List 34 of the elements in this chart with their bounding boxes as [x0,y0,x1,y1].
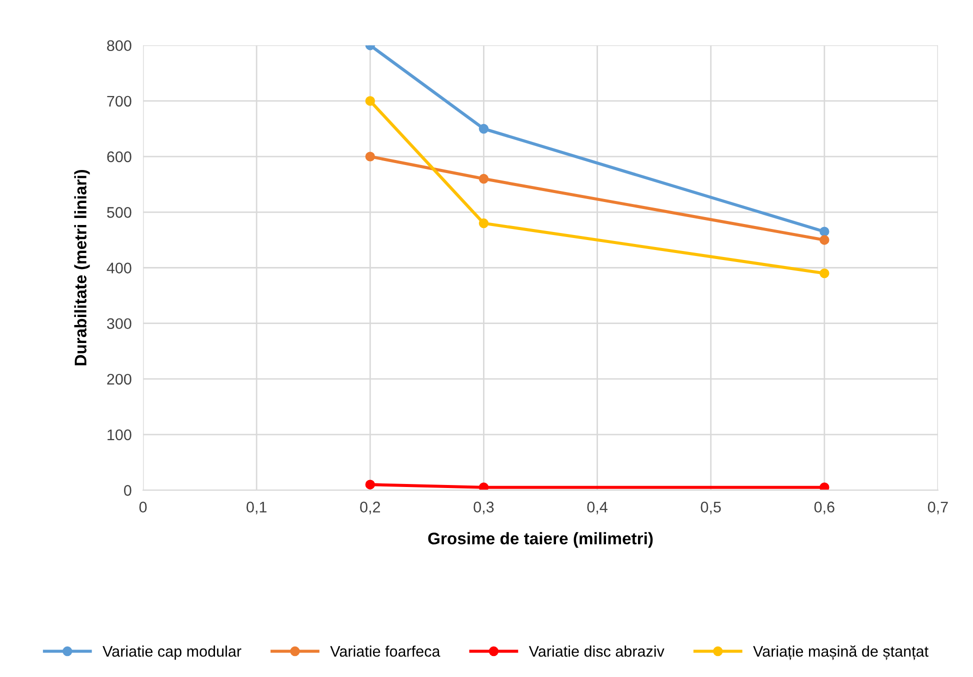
x-tick-label: 0,4 [587,502,608,514]
point [820,235,830,245]
y-tick-label: 200 [107,374,132,385]
legend-label: Variatie cap modular [102,646,242,660]
y-tick-label: 100 [108,429,132,440]
point [820,482,830,490]
point [820,226,830,236]
x-tick-label: 0 [139,502,147,512]
point [478,482,489,490]
y-tick-label: 500 [107,207,132,218]
point [365,96,376,106]
y-tick-label: 300 [107,318,132,330]
y-tick-label: 600 [107,151,132,162]
point [820,268,830,278]
x-tick-label: 0,5 [700,502,721,514]
y-tick-label: 0 [124,485,132,496]
y-tick-label: 400 [106,262,132,274]
y-tick-label: 700 [107,96,132,107]
y-tick-label: 800 [107,40,132,52]
x-tick-label: 0,2 [360,502,380,514]
x-axis-title: Grosime de taiere (milimetri) [428,532,653,548]
x-tick-label: 0,7 [928,502,948,514]
x-tick-label: 0,1 [246,502,266,514]
point [478,124,489,134]
legend-label: Variatie disc abraziv [528,646,664,657]
x-tick-label: 0,3 [474,502,494,514]
x-tick-label: 0,6 [814,502,834,514]
legend-label: Variatie foarfeca [330,646,440,657]
legend-label: Variație mașină de ștanțat [753,645,928,660]
point [478,174,489,184]
point [365,480,376,490]
y-axis-title: Durabilitate (metri liniari) [74,170,90,366]
point [478,218,489,228]
point [365,152,376,162]
